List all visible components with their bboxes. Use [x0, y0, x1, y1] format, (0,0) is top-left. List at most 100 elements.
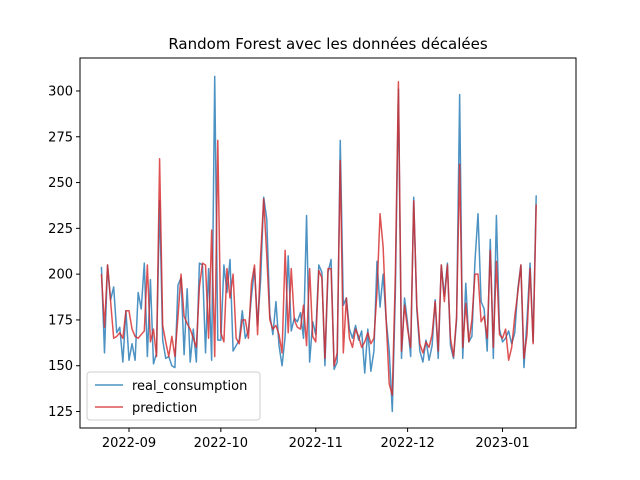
data-point-real-consumption-32 — [199, 263, 200, 264]
data-point-prediction-71 — [318, 270, 319, 271]
data-point-prediction-132 — [505, 328, 506, 329]
data-point-prediction-16 — [150, 341, 151, 342]
chart-title: Random Forest avec les données décalées — [168, 35, 488, 53]
data-point-prediction-128 — [493, 347, 494, 348]
data-point-prediction-107 — [428, 347, 429, 348]
data-point-prediction-58 — [278, 334, 279, 335]
data-point-prediction-121 — [471, 319, 472, 320]
data-point-real-consumption-140 — [529, 263, 530, 264]
data-point-prediction-12 — [138, 338, 139, 339]
data-point-prediction-124 — [480, 321, 481, 322]
data-point-real-consumption-46 — [242, 310, 243, 311]
data-point-prediction-52 — [260, 255, 261, 256]
data-point-real-consumption-123 — [477, 213, 478, 214]
data-point-prediction-139 — [526, 334, 527, 335]
y-tick-label: 200 — [48, 268, 73, 283]
y-tick-label: 175 — [48, 313, 73, 328]
data-point-prediction-21 — [165, 341, 166, 342]
legend: real_consumption prediction — [86, 371, 261, 421]
data-point-prediction-34 — [205, 264, 206, 265]
data-point-prediction-122 — [474, 274, 475, 275]
data-point-real-consumption-4 — [113, 286, 114, 287]
data-point-prediction-46 — [242, 319, 243, 320]
data-point-prediction-94 — [389, 383, 390, 384]
data-point-prediction-76 — [334, 365, 335, 366]
data-point-real-consumption-58 — [278, 345, 279, 346]
data-point-prediction-126 — [487, 338, 488, 339]
data-point-prediction-138 — [523, 358, 524, 359]
data-point-real-consumption-87 — [367, 328, 368, 329]
data-point-real-consumption-11 — [135, 360, 136, 361]
data-point-prediction-30 — [193, 338, 194, 339]
data-point-prediction-74 — [327, 268, 328, 269]
data-point-real-consumption-89 — [373, 350, 374, 351]
data-point-prediction-125 — [484, 316, 485, 317]
data-point-prediction-17 — [153, 328, 154, 329]
data-point-real-consumption-110 — [438, 358, 439, 359]
data-point-real-consumption-142 — [536, 195, 537, 196]
data-point-real-consumption-42 — [229, 259, 230, 260]
data-point-real-consumption-126 — [487, 350, 488, 351]
data-point-real-consumption-106 — [425, 339, 426, 340]
data-point-prediction-100 — [407, 328, 408, 329]
data-point-real-consumption-61 — [288, 255, 289, 256]
data-point-real-consumption-78 — [340, 140, 341, 141]
data-point-prediction-101 — [410, 347, 411, 348]
data-point-prediction-27 — [184, 316, 185, 317]
data-point-real-consumption-138 — [523, 367, 524, 368]
data-point-prediction-130 — [499, 334, 500, 335]
data-point-prediction-45 — [239, 343, 240, 344]
data-point-real-consumption-66 — [303, 338, 304, 339]
data-point-prediction-20 — [162, 325, 163, 326]
y-tick-label: 300 — [48, 84, 73, 99]
data-point-real-consumption-95 — [392, 411, 393, 412]
data-point-real-consumption-56 — [272, 334, 273, 335]
data-point-prediction-35 — [208, 338, 209, 339]
data-point-prediction-47 — [245, 319, 246, 320]
data-point-real-consumption-34 — [205, 352, 206, 353]
data-point-prediction-22 — [168, 356, 169, 357]
plot-frame — [79, 57, 577, 429]
data-point-prediction-102 — [413, 200, 414, 201]
y-tick-label: 125 — [48, 405, 73, 420]
data-point-real-consumption-113 — [447, 263, 448, 264]
data-point-real-consumption-60 — [285, 336, 286, 337]
series-prediction — [100, 81, 537, 396]
data-point-real-consumption-99 — [404, 297, 405, 298]
data-point-prediction-72 — [321, 277, 322, 278]
data-point-prediction-80 — [346, 297, 347, 298]
data-point-prediction-38 — [217, 140, 218, 141]
data-point-real-consumption-65 — [300, 312, 301, 313]
data-point-real-consumption-40 — [223, 264, 224, 265]
data-point-real-consumption-7 — [122, 361, 123, 362]
data-point-real-consumption-72 — [321, 272, 322, 273]
data-point-prediction-13 — [141, 334, 142, 335]
data-point-prediction-69 — [312, 336, 313, 337]
data-point-prediction-117 — [459, 164, 460, 165]
data-point-real-consumption-59 — [281, 365, 282, 366]
data-point-real-consumption-47 — [245, 338, 246, 339]
data-point-real-consumption-0 — [101, 266, 102, 267]
data-point-prediction-63 — [294, 319, 295, 320]
plot-background — [80, 58, 576, 428]
data-point-prediction-92 — [383, 246, 384, 247]
data-point-prediction-97 — [398, 81, 399, 82]
data-point-real-consumption-10 — [131, 343, 132, 344]
data-point-prediction-2 — [107, 264, 108, 265]
data-point-real-consumption-29 — [190, 361, 191, 362]
data-point-real-consumption-107 — [428, 360, 429, 361]
data-point-real-consumption-16 — [150, 279, 151, 280]
x-axis: 2022-09 2022-10 2022-11 2022-12 2023-01 — [102, 428, 530, 451]
y-tick-label: 250 — [48, 176, 73, 191]
data-point-prediction-82 — [352, 347, 353, 348]
data-point-prediction-85 — [361, 347, 362, 348]
data-point-prediction-8 — [125, 310, 126, 311]
data-point-prediction-93 — [386, 319, 387, 320]
data-point-prediction-98 — [401, 350, 402, 351]
data-point-prediction-31 — [196, 347, 197, 348]
y-tick-label: 150 — [48, 359, 73, 374]
data-point-prediction-1 — [104, 327, 105, 328]
data-point-prediction-14 — [144, 330, 145, 331]
data-point-real-consumption-28 — [187, 288, 188, 289]
